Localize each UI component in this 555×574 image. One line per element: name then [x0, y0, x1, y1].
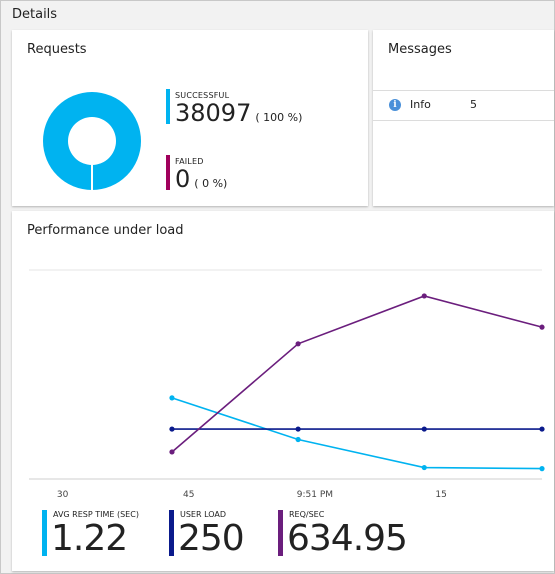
requests-title: Requests [27, 42, 87, 57]
failed-label: FAILED [175, 157, 204, 166]
x-tick-label: 15 [435, 490, 446, 500]
metric-color-bar [169, 510, 174, 556]
metric-value: 1.22 [51, 518, 128, 559]
failed-count: 0 [175, 165, 191, 193]
data-point [539, 466, 545, 472]
data-point [169, 395, 175, 401]
metric-color-bar [42, 510, 47, 556]
metric-color-bar [278, 510, 283, 556]
data-point [539, 324, 545, 330]
donut-slice-gap [91, 165, 93, 190]
x-tick-label: 45 [183, 490, 194, 500]
successful-count: 38097 [175, 99, 252, 127]
data-point [295, 436, 301, 443]
metric-value: 250 [178, 518, 245, 559]
performance-line-chart: 30 45 9:51 PM 15 [29, 269, 545, 500]
failed-percent: ( 0 %) [194, 177, 228, 190]
metric-label: REQ/SEC [289, 510, 325, 519]
failed-color-bar [166, 155, 170, 190]
messages-title: Messages [388, 42, 452, 57]
successful-color-bar [166, 89, 170, 124]
successful-value: 38097( 100 %) [175, 99, 302, 127]
data-point [539, 426, 545, 432]
message-count: 5 [470, 98, 477, 111]
message-row-info[interactable]: i Info 5 [373, 90, 554, 121]
requests-card[interactable]: Requests SUCCESSFUL 38097( 100 %) FAILED… [12, 30, 368, 206]
failed-stat: FAILED 0( 0 %) [166, 155, 316, 195]
successful-label: SUCCESSFUL [175, 91, 230, 100]
messages-card[interactable]: Messages i Info 5 [373, 30, 554, 206]
performance-card[interactable]: Performance under load 30 45 9:51 PM 15 AVG… [12, 211, 554, 571]
metric-label: AVG RESP TIME (SEC) [53, 510, 139, 519]
data-point [169, 426, 175, 432]
data-point [421, 426, 427, 432]
section-title: Details [12, 7, 58, 22]
donut-hole [68, 117, 116, 165]
successful-stat: SUCCESSFUL 38097( 100 %) [166, 89, 316, 129]
x-tick-label: 9:51 PM [297, 490, 333, 500]
message-label: Info [410, 98, 431, 111]
successful-percent: ( 100 %) [255, 111, 303, 124]
metric-value: 634.95 [287, 518, 408, 559]
metric-label: USER LOAD [180, 510, 227, 519]
x-tick-label: 30 [57, 490, 69, 500]
series-line-0 [171, 397, 543, 470]
data-point [295, 426, 301, 432]
data-point [421, 464, 427, 471]
info-icon: i [389, 99, 401, 111]
data-point [169, 449, 175, 455]
requests-donut-chart [43, 92, 141, 190]
performance-title: Performance under load [27, 223, 184, 238]
series-line-2 [171, 295, 543, 453]
failed-value: 0( 0 %) [175, 165, 227, 193]
data-point [421, 293, 427, 299]
data-point [295, 341, 301, 347]
